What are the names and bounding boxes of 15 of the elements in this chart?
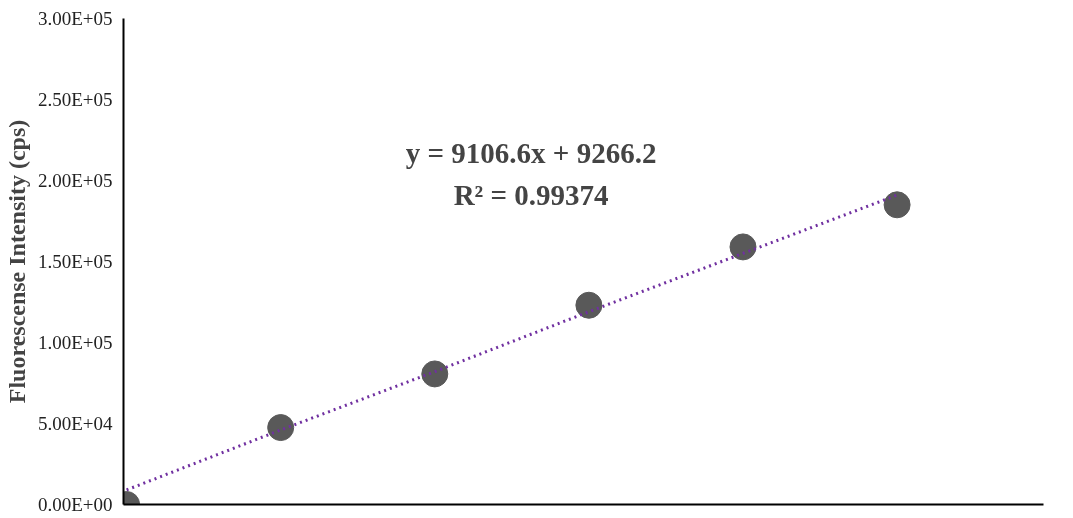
- y-tick-label: 5.00E+04: [37, 413, 113, 434]
- y-tick-label: 0.00E+00: [37, 494, 113, 515]
- point: [575, 291, 603, 319]
- annotation: y = 9106.6x + 9266.2: [405, 137, 657, 170]
- y-tick-label: 2.00E+05: [37, 170, 113, 191]
- y-tick-label: 1.50E+05: [37, 251, 113, 272]
- point: [421, 360, 449, 388]
- y-axis-title: Fluorescense Intensity (cps): [3, 119, 30, 404]
- point: [267, 414, 295, 442]
- point: [883, 191, 911, 219]
- point: [729, 233, 757, 261]
- y-tick-label: 2.50E+05: [37, 89, 113, 110]
- y-tick-label: 3.00E+05: [37, 8, 113, 29]
- annotation: R² = 0.99374: [453, 179, 609, 212]
- y-tick-label: 1.00E+05: [37, 332, 113, 353]
